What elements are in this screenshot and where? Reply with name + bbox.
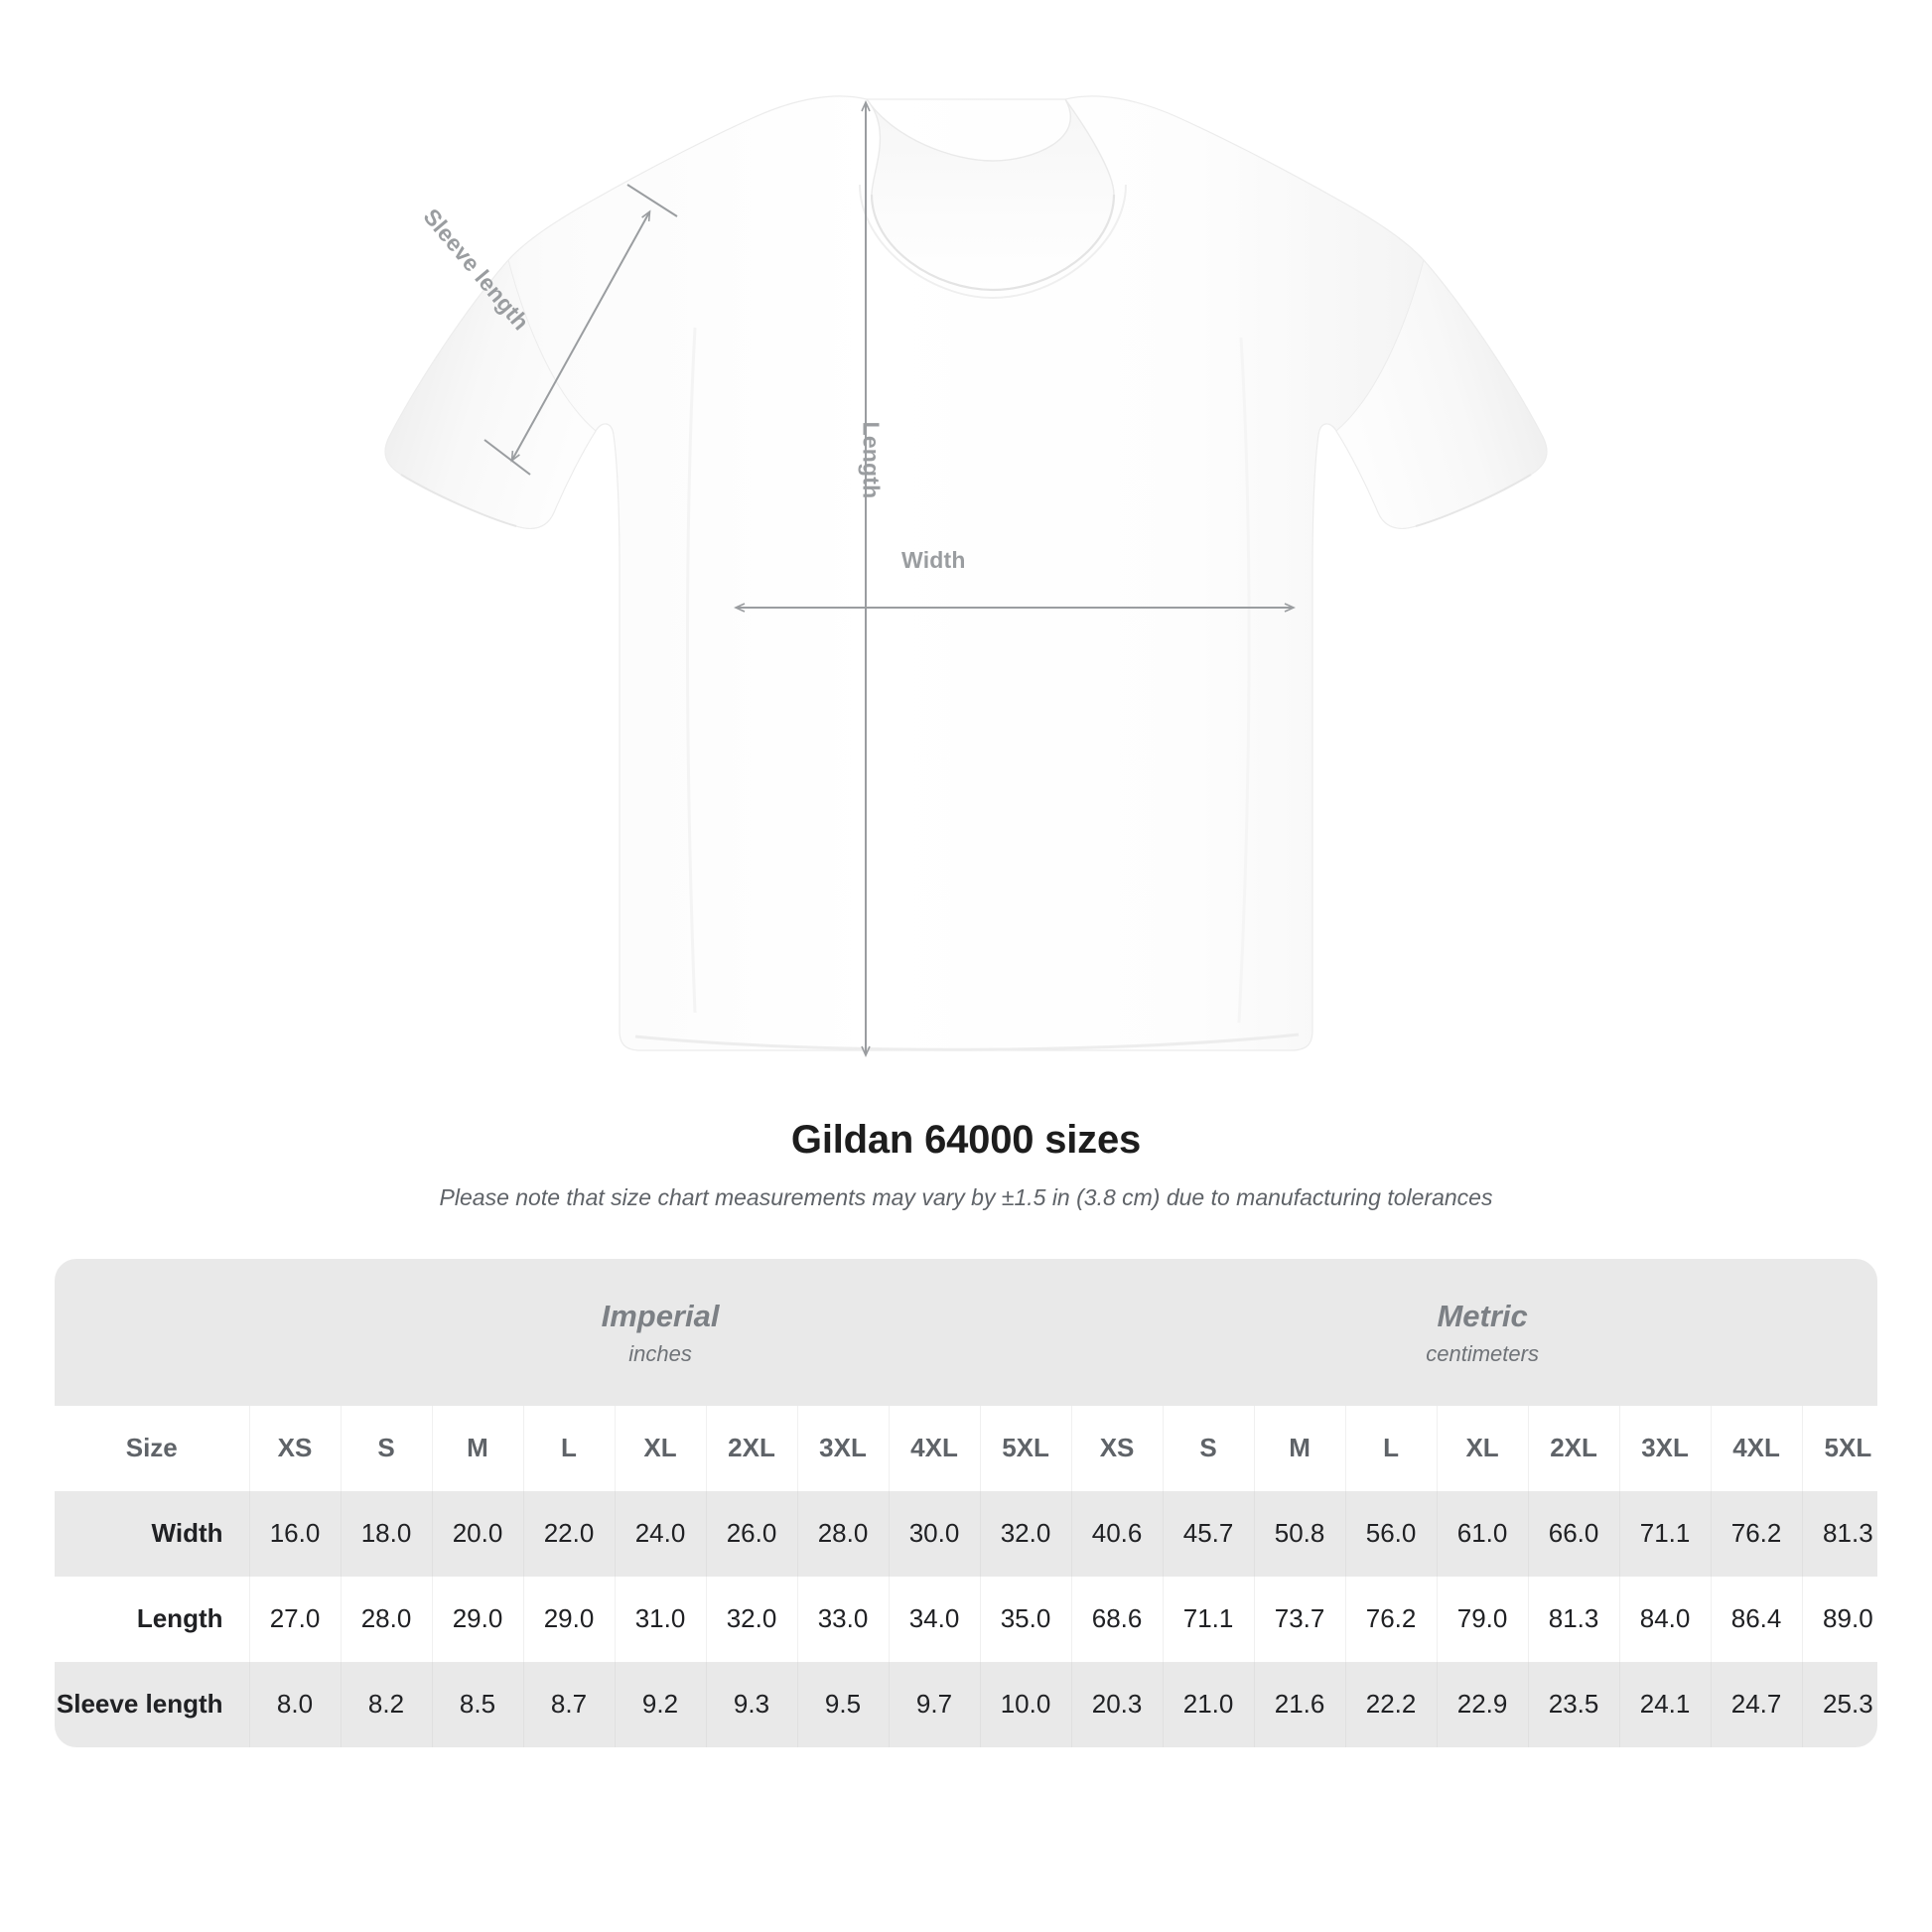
size-column-header: S (1162, 1405, 1255, 1491)
tolerance-note: Please note that size chart measurements… (439, 1184, 1493, 1210)
table-cell: 22.2 (1344, 1661, 1438, 1747)
size-column-header: M (1253, 1405, 1346, 1491)
table-cell: 8.2 (340, 1661, 432, 1747)
table-cell: 22.9 (1436, 1661, 1529, 1747)
table-cell: 18.0 (340, 1490, 432, 1577)
row-label: Width (55, 1490, 249, 1577)
table-cell: 21.0 (1162, 1661, 1255, 1747)
table-cell: 28.0 (796, 1490, 889, 1577)
table-cell: 9.3 (705, 1661, 797, 1747)
table-cell: 45.7 (1162, 1490, 1255, 1577)
table-cell: 84.0 (1618, 1576, 1712, 1662)
size-column-header: 2XL (1527, 1405, 1620, 1491)
chart-heading: Gildan 64000 sizes Please note that size… (0, 1116, 1932, 1213)
row-label: Sleeve length (55, 1661, 249, 1747)
size-column-header: L (522, 1405, 615, 1491)
table-cell: 8.0 (248, 1661, 341, 1747)
table-cell: 50.8 (1253, 1490, 1346, 1577)
size-column-header: S (340, 1405, 432, 1491)
size-column-header: M (431, 1405, 523, 1491)
table-cell: 31.0 (614, 1576, 706, 1662)
table-row: Length 27.0 28.0 29.0 29.0 31.0 32.0 33.0 34.0 35… (55, 1576, 1877, 1662)
tshirt-illustration (384, 95, 1548, 1057)
table-cell: 71.1 (1162, 1576, 1255, 1662)
size-column-header: XL (614, 1405, 706, 1491)
table-cell: 73.7 (1253, 1576, 1346, 1662)
table-cell: 32.0 (979, 1490, 1072, 1577)
table-cell: 27.0 (248, 1576, 341, 1662)
width-label: Width (901, 547, 966, 573)
table-cell: 28.0 (340, 1576, 432, 1662)
table-cell: 81.3 (1527, 1576, 1620, 1662)
length-label: Length (858, 421, 885, 499)
table-cell: 21.6 (1253, 1661, 1346, 1747)
table-cell: 68.6 (1070, 1576, 1164, 1662)
row-label: Length (55, 1576, 249, 1662)
table-cell: 61.0 (1436, 1490, 1529, 1577)
table-cell: 81.3 (1801, 1490, 1877, 1577)
table-row: Width 16.0 18.0 20.0 22.0 24.0 26.0 28.0 30.0 32.… (55, 1490, 1877, 1577)
size-column-header: 3XL (796, 1405, 889, 1491)
table-cell: 76.2 (1344, 1576, 1438, 1662)
table-cell: 35.0 (979, 1576, 1072, 1662)
size-column-header: 4XL (1710, 1405, 1803, 1491)
table-cell: 10.0 (979, 1661, 1072, 1747)
unit-band-spacer (55, 1258, 249, 1406)
table-cell: 20.0 (431, 1490, 523, 1577)
table-cell: 20.3 (1070, 1661, 1164, 1747)
unit-group-imperial-sub: inches (628, 1340, 692, 1366)
table-cell: 29.0 (431, 1576, 523, 1662)
table-cell: 24.1 (1618, 1661, 1712, 1747)
table-cell: 9.7 (888, 1661, 980, 1747)
unit-group-imperial: Imperial inches (249, 1258, 1072, 1406)
sleeve-measure-line (510, 209, 651, 463)
table-cell: 9.2 (614, 1661, 706, 1747)
table-cell: 25.3 (1801, 1661, 1877, 1747)
table-cell: 32.0 (705, 1576, 797, 1662)
size-column-header: 5XL (1801, 1405, 1877, 1491)
table-cell: 34.0 (888, 1576, 980, 1662)
unit-group-imperial-name: Imperial (601, 1298, 720, 1333)
unit-group-metric-name: Metric (1437, 1298, 1528, 1333)
tshirt-diagram: Sleeve length Length Width (384, 95, 1548, 1057)
table-cell: 30.0 (888, 1490, 980, 1577)
unit-group-metric: Metric centimeters (1071, 1258, 1877, 1406)
table-cell: 76.2 (1710, 1490, 1803, 1577)
table-cell: 22.0 (522, 1490, 615, 1577)
table-cell: 8.5 (431, 1661, 523, 1747)
size-column-header: XS (1070, 1405, 1164, 1491)
table-cell: 16.0 (248, 1490, 341, 1577)
unit-group-metric-sub: centimeters (1426, 1340, 1539, 1366)
table-cell: 24.0 (614, 1490, 706, 1577)
table-cell: 86.4 (1710, 1576, 1803, 1662)
size-header-row: Size XS S M L XL 2XL 3XL 4XL 5XL XS S M L XL 2XL 3XL 4XL… (55, 1405, 1877, 1491)
table-cell: 26.0 (705, 1490, 797, 1577)
size-chart-table: Imperial inches Metric centimeters Size … (55, 1258, 1877, 1747)
size-column-header: 5XL (979, 1405, 1072, 1491)
size-column-header: 4XL (888, 1405, 980, 1491)
table-cell: 56.0 (1344, 1490, 1438, 1577)
size-column-header: L (1344, 1405, 1438, 1491)
page-title: Gildan 64000 sizes (790, 1118, 1142, 1162)
table-cell: 40.6 (1070, 1490, 1164, 1577)
table-cell: 71.1 (1618, 1490, 1712, 1577)
table-cell: 23.5 (1527, 1661, 1620, 1747)
table-cell: 79.0 (1436, 1576, 1529, 1662)
size-column-header: 2XL (705, 1405, 797, 1491)
table-cell: 9.5 (796, 1661, 889, 1747)
table-row: Sleeve length 8.0 8.2 8.5 8.7 9.2 9.3 9.5 9.7 10.… (55, 1661, 1877, 1747)
table-cell: 24.7 (1710, 1661, 1803, 1747)
table-cell: 89.0 (1801, 1576, 1877, 1662)
size-column-header: XL (1436, 1405, 1529, 1491)
size-header-label: Size (55, 1405, 249, 1491)
table-cell: 29.0 (522, 1576, 615, 1662)
size-column-header: 3XL (1618, 1405, 1712, 1491)
table-cell: 8.7 (522, 1661, 615, 1747)
unit-band-row: Imperial inches Metric centimeters (55, 1258, 1877, 1406)
table-cell: 66.0 (1527, 1490, 1620, 1577)
table-cell: 33.0 (796, 1576, 889, 1662)
size-column-header: XS (248, 1405, 341, 1491)
size-chart-table-wrapper: Imperial inches Metric centimeters Size … (55, 1258, 1877, 1747)
